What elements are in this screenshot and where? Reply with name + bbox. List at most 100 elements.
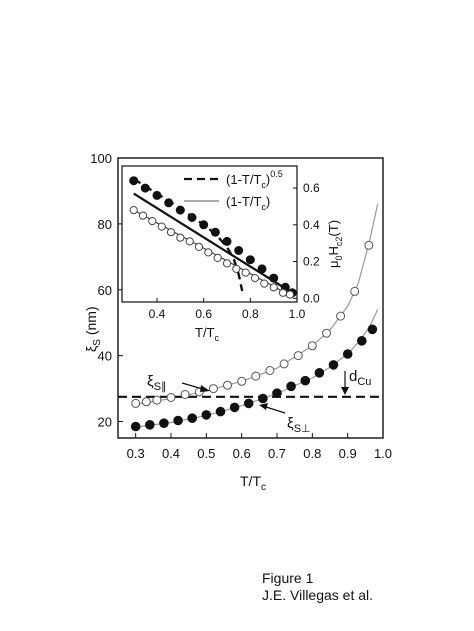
inset-series: [129, 176, 297, 299]
filled-data-point: [215, 406, 226, 417]
filled-data-point: [258, 393, 268, 404]
inset-fit-line-solid-thick: [133, 192, 293, 294]
filled-data-point: [229, 402, 240, 413]
filled-data-point: [342, 349, 353, 359]
main-y-ticks: 20 40 60 80 100: [90, 151, 123, 430]
open-data-point: [307, 341, 317, 351]
open-data-point: [322, 328, 331, 338]
inset-open-data-point: [148, 217, 157, 226]
figure-caption-title: Figure 1: [262, 570, 314, 586]
filled-data-point: [286, 381, 296, 392]
inset-filled-data-point: [187, 213, 197, 222]
filled-data-point: [243, 398, 254, 409]
filled-data-point: [187, 413, 197, 424]
inset-open-data-point: [176, 233, 185, 242]
open-data-point: [251, 371, 261, 381]
filled-data-point: [272, 388, 282, 399]
legend-solid-label: (1-T/Tc): [226, 194, 270, 212]
figure-caption-authors: J.E. Villegas et al.: [262, 587, 374, 603]
dcu-label: dCu: [349, 368, 371, 388]
xi-perpendicular-label: ξS⊥: [287, 415, 311, 435]
inset-open-data-point: [278, 288, 288, 297]
inset-x-tick-label: 0.4: [149, 307, 166, 321]
legend-dashed-label: (1-T/Tc)0.5: [226, 169, 283, 190]
open-data-point: [166, 393, 176, 402]
inset-x-axis-label: T/Tc: [195, 325, 220, 343]
inset-y-tick-label: 0.0: [303, 291, 320, 305]
filled-data-point: [300, 375, 311, 386]
inset-open-data-point: [166, 228, 176, 237]
inset-open-data-point: [260, 279, 269, 288]
inset-x-ticks: 0.4 0.6 0.8 1.0: [149, 298, 306, 321]
x-tick-label: 0.5: [197, 446, 215, 461]
inset-open-data-point: [194, 242, 204, 251]
x-tick-label: 0.3: [127, 446, 145, 461]
inset-y-tick-label: 0.6: [303, 181, 320, 195]
inset-filled-data-point: [140, 183, 150, 193]
inset-filled-data-point: [210, 227, 220, 237]
inset-filled-data-point: [257, 264, 267, 274]
inset-filled-data-point: [152, 190, 162, 200]
open-data-point: [208, 384, 218, 394]
inset-filled-data-point: [269, 273, 279, 283]
inset-open-data-point: [204, 248, 213, 257]
x-tick-label: 0.7: [268, 446, 286, 461]
open-data-point: [336, 311, 346, 321]
y-tick-label: 60: [98, 283, 112, 298]
inset-y-tick-label: 0.4: [303, 218, 320, 232]
y-tick-label: 40: [98, 349, 112, 364]
open-data-point: [350, 286, 360, 296]
inset-filled-data-point: [164, 198, 174, 208]
filled-data-point: [201, 410, 212, 420]
main-plot-frame: [117, 157, 384, 439]
inset-open-data-point: [250, 274, 260, 283]
inset-open-data-point: [232, 264, 241, 273]
filled-data-point: [173, 415, 183, 426]
x-tick-label: 1.0: [374, 446, 392, 461]
xi-parallel-label: ξS∥: [147, 373, 167, 393]
inset-y-ticks: 0.0 0.2 0.4 0.6: [293, 181, 320, 305]
inset-open-data-point: [138, 211, 148, 220]
main-x-ticks: 0.3 0.4 0.5 0.6 0.7 0.8 0.9 1.0: [127, 433, 392, 461]
inset-plot: 0.4 0.6 0.8 1.0 0.00.20.40.6 T/Tc μ0Hc2(T) …: [121, 165, 344, 343]
inset-filled-data-point: [222, 236, 232, 246]
main-plot: 0.3 0.4 0.5 0.6 0.7 0.8 0.9 1.0 20 40 60 80 100 T/T…: [83, 151, 392, 493]
xi-perpendicular-arrowhead: [259, 403, 268, 410]
x-tick-label: 0.4: [162, 446, 180, 461]
inset-open-data-point: [222, 259, 232, 268]
inset-open-data-point: [285, 290, 295, 299]
open-data-point: [141, 397, 151, 407]
main-series: [130, 240, 378, 432]
y-tick-label: 80: [98, 217, 112, 232]
open-data-point: [279, 359, 289, 369]
open-data-point: [131, 398, 141, 408]
inset-x-tick-label: 0.6: [195, 307, 212, 321]
inset-legend: (1-T/Tc)0.5 (1-T/Tc): [184, 169, 283, 212]
main-y-axis-label: ξS (nm): [83, 306, 103, 352]
filled-data-point: [159, 418, 169, 429]
inset-y-axis-label: μ0Hc2(T): [326, 220, 344, 268]
inset-x-tick-label: 0.8: [242, 307, 259, 321]
inset-filled-data-point: [129, 176, 139, 186]
x-tick-label: 0.8: [303, 446, 321, 461]
filled-data-point: [130, 421, 141, 432]
filled-data-point: [328, 360, 339, 370]
inset-filled-data-point: [199, 220, 209, 230]
filled-data-point: [367, 324, 378, 335]
fit-curve-perpendicular: [135, 309, 379, 428]
open-data-point: [265, 366, 275, 375]
inset-x-tick-label: 1.0: [289, 307, 306, 321]
x-tick-label: 0.6: [233, 446, 251, 461]
y-tick-label: 100: [90, 151, 112, 166]
open-data-point: [223, 380, 232, 390]
open-data-point: [180, 390, 190, 399]
open-data-point: [237, 376, 247, 386]
x-tick-label: 0.9: [339, 446, 357, 461]
inset-open-data-point: [213, 253, 222, 262]
inset-filled-data-point: [175, 205, 185, 215]
main-x-axis-label: T/Tc: [240, 473, 266, 493]
inset-filled-data-point: [234, 246, 244, 255]
inset-open-data-point: [129, 206, 138, 215]
y-tick-label: 20: [98, 415, 112, 430]
filled-data-point: [145, 420, 155, 430]
